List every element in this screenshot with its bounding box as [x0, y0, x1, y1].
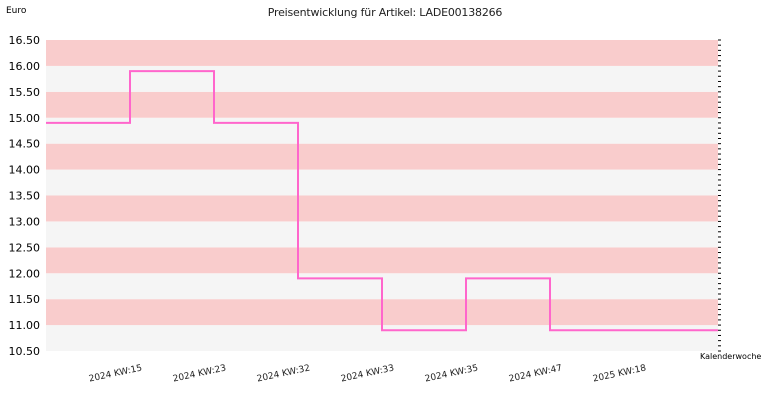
- x-tick-label: 2024 KW:33: [340, 364, 395, 385]
- y-tick-label: 10.50: [9, 345, 41, 358]
- grid-band: [46, 221, 718, 248]
- y-tick-label: 16.50: [9, 34, 41, 47]
- x-tick-label: 2024 KW:15: [88, 364, 143, 385]
- y-tick-label: 12.50: [9, 241, 41, 254]
- x-axis-label: Kalenderwoche: [700, 352, 762, 361]
- grid-band: [46, 195, 718, 222]
- x-tick-label: 2024 KW:23: [172, 364, 227, 385]
- y-tick-label: 13.50: [9, 190, 41, 203]
- y-tick-label: 14.00: [9, 164, 41, 177]
- grid-band: [46, 91, 718, 118]
- y-tick-label: 13.00: [9, 215, 41, 228]
- y-tick-label: 16.00: [9, 60, 41, 73]
- chart-title: Preisentwicklung für Artikel: LADE001382…: [267, 6, 503, 19]
- price-step-line: [46, 70, 718, 332]
- y-tick-label: 11.50: [9, 293, 41, 306]
- y-tick-label: 11.00: [9, 319, 41, 332]
- y-tick-label: 15.00: [9, 112, 41, 125]
- y-tick-label: 12.00: [9, 267, 41, 280]
- grid-band: [46, 143, 718, 170]
- y-axis-label: Euro: [6, 6, 27, 16]
- grid-band: [46, 40, 718, 66]
- grid-band: [46, 169, 718, 196]
- x-tick-label: 2024 KW:35: [424, 364, 479, 385]
- y-tick-label: 14.50: [9, 138, 41, 151]
- x-tick-label: 2024 KW:32: [256, 364, 311, 385]
- grid-band: [46, 117, 718, 144]
- x-tick-label: 2024 KW:47: [508, 364, 563, 385]
- x-tick-label: 2025 KW:18: [592, 363, 647, 384]
- y-tick-label: 15.50: [9, 86, 41, 99]
- grid-band: [46, 65, 718, 92]
- grid-band: [46, 247, 718, 274]
